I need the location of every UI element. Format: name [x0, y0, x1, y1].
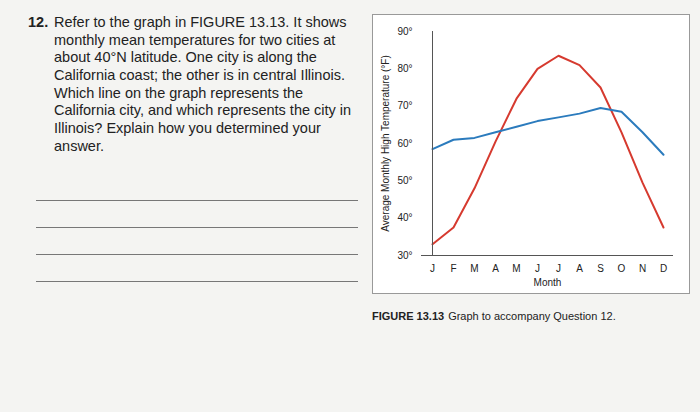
svg-text:J: J: [430, 263, 435, 274]
html-text:FIGURE 13.13 Graph to accompan: FIGURE 13.13 Graph to accompany Question…: [372, 310, 616, 322]
svg-text:A: A: [492, 263, 499, 274]
svg-text:S: S: [597, 263, 604, 274]
svg-text:A: A: [576, 263, 583, 274]
svg-text:90°: 90°: [397, 26, 412, 37]
svg-text:40°: 40°: [397, 212, 412, 223]
svg-text:J: J: [535, 263, 540, 274]
svg-text:N: N: [639, 263, 646, 274]
svg-text:60°: 60°: [397, 138, 412, 149]
svg-text:F: F: [450, 263, 456, 274]
svg-text:Month: Month: [534, 277, 562, 288]
svg-text:M: M: [512, 263, 520, 274]
svg-text:M: M: [470, 263, 478, 274]
svg-text:80°: 80°: [397, 63, 412, 74]
svg-text:70°: 70°: [397, 100, 412, 111]
svg-text:J: J: [556, 263, 561, 274]
svg-text:D: D: [660, 263, 667, 274]
svg-text:O: O: [618, 263, 626, 274]
svg-text:Average Monthly High Temperatu: Average Monthly High Temperature (°F): [380, 55, 391, 231]
svg-text:30°: 30°: [397, 250, 412, 261]
html-text:12. Refer to the graph in FIGU: 12. Refer to the graph in FIGURE 13.13. …: [28, 14, 352, 154]
svg-text:50°: 50°: [397, 175, 412, 186]
